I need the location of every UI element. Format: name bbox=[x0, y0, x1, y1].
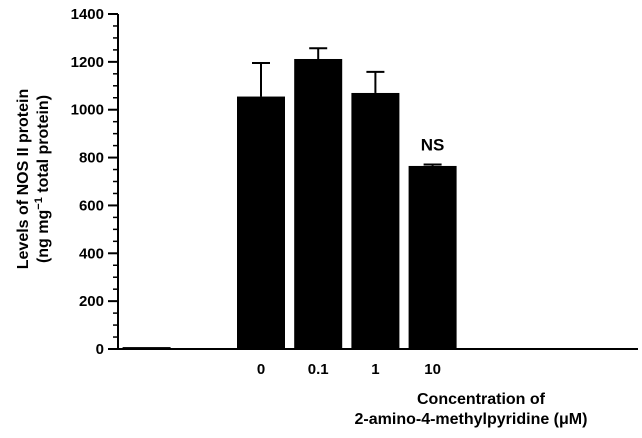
y-tick-label: 1200 bbox=[71, 54, 104, 71]
x-axis-title-line2: 2-amino-4-methylpyridine (μM) bbox=[355, 411, 588, 428]
bar bbox=[294, 58, 343, 349]
bar bbox=[408, 165, 457, 349]
bar bbox=[237, 96, 285, 349]
y-tick-label: 800 bbox=[79, 150, 104, 167]
y-axis-title-line2-post: total protein) bbox=[35, 95, 52, 197]
category-labels: 0 0.1 1 NS 10 bbox=[257, 136, 445, 378]
y-axis-title-line1: Levels of NOS II protein bbox=[15, 89, 32, 269]
bar bbox=[122, 347, 171, 349]
y-tick-label: 200 bbox=[79, 293, 104, 310]
y-axis-title-line2-pre: (ng mg bbox=[35, 210, 52, 263]
y-axis-title-line2-sup: −1 bbox=[33, 197, 45, 210]
x-tick-label: 10 bbox=[424, 361, 441, 378]
y-axis: 0 200 400 600 800 1000 1200 1400 bbox=[71, 6, 119, 358]
x-tick-label: 1 bbox=[371, 361, 379, 378]
x-axis-title-line1: Concentration of bbox=[417, 391, 546, 408]
y-axis-title-line2: (ng mg−1 total protein) bbox=[33, 95, 52, 263]
significance-label: NS bbox=[421, 136, 445, 155]
y-tick-label: 1400 bbox=[71, 6, 104, 23]
bar bbox=[351, 92, 400, 349]
y-tick-label: 0 bbox=[96, 341, 104, 358]
y-tick-label: 1000 bbox=[71, 102, 104, 119]
y-tick-label: 400 bbox=[79, 245, 104, 262]
y-tick-label: 600 bbox=[79, 197, 104, 214]
x-tick-label: 0 bbox=[257, 361, 265, 378]
x-tick-label: 0.1 bbox=[308, 361, 329, 378]
bars bbox=[122, 47, 457, 349]
